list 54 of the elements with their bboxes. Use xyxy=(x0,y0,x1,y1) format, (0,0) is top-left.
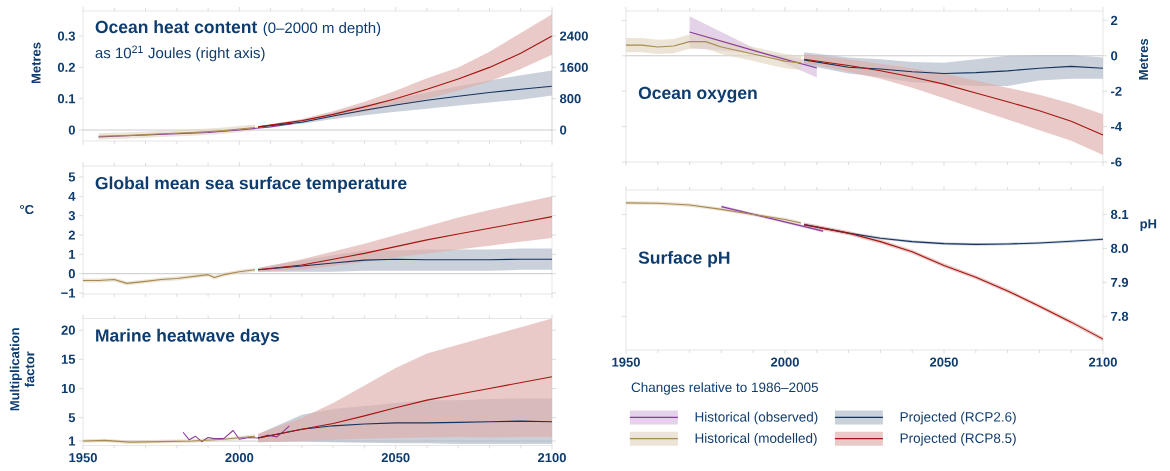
text: Global mean sea surface temperature xyxy=(95,176,407,193)
y2-tick-label: 7.9 xyxy=(1111,277,1129,287)
y-tick-label: 15 xyxy=(61,354,76,364)
y2-tick-label: 0 xyxy=(1111,51,1118,61)
x-tick-label: 2100 xyxy=(1088,357,1117,367)
y-tick-label: 5 xyxy=(68,172,76,182)
y-tick-label: 2 xyxy=(68,230,75,240)
legend-label: Historical (observed) xyxy=(695,411,818,425)
y2-axis-title: Metres xyxy=(1139,38,1149,80)
y2-axis-title: pH xyxy=(1140,219,1157,232)
y2-tick-label: 8.0 xyxy=(1110,243,1129,254)
x-tick-label: 2000 xyxy=(225,453,254,463)
x-tick-label: 1950 xyxy=(69,453,97,463)
x-tick-label: 2000 xyxy=(771,357,799,367)
y2-tick-label: -6 xyxy=(1111,157,1122,167)
y2-tick-label: 7.8 xyxy=(1111,311,1129,321)
x-tick-label: 1950 xyxy=(612,357,640,367)
y-tick-label: 10 xyxy=(61,383,75,394)
y-axis-title: °C xyxy=(20,204,34,215)
legend-label: Projected (RCP2.6) xyxy=(900,411,1016,425)
y2-tick-label: 8.1 xyxy=(1110,209,1129,220)
y-tick-label: 0 xyxy=(68,269,75,279)
annotation: as 10$^{21}$ Joules (right axis) xyxy=(95,45,265,62)
y2-tick-label: -2 xyxy=(1111,86,1122,96)
y2-tick-label: -4 xyxy=(1111,122,1123,132)
text: (0–2000 m depth) xyxy=(263,22,381,37)
y-axis-title: Metres xyxy=(31,42,41,84)
y-tick-label: 20 xyxy=(61,325,75,335)
legend-label: Historical (modelled) xyxy=(695,433,817,446)
y-tick-label: 0.2 xyxy=(57,62,75,72)
y2-tick-label: 2 xyxy=(1110,15,1118,25)
y-tick-label: −1 xyxy=(61,288,76,298)
y-tick-label: 0.3 xyxy=(57,31,76,41)
y2-tick-label: 0 xyxy=(560,125,567,135)
y2-tick-label: 2400 xyxy=(560,31,588,41)
text: Marine heatwave days xyxy=(96,328,279,346)
y2-tick-label: 1600 xyxy=(560,62,588,72)
x-tick-label: 2100 xyxy=(538,453,566,463)
y-tick-label: 4 xyxy=(68,191,76,201)
chart-title: Ocean heat content xyxy=(95,20,258,34)
text: Surface pH xyxy=(638,250,730,268)
legend-label: Projected (RCP8.5) xyxy=(900,433,1016,446)
y-tick-label: 5 xyxy=(68,413,76,423)
y-tick-label: 3 xyxy=(68,211,76,221)
y2-tick-label: 800 xyxy=(559,94,581,104)
x-tick-label: 2050 xyxy=(929,357,958,367)
y-tick-label: 1 xyxy=(69,436,76,446)
y-axis-title: Multiplication factor xyxy=(9,328,35,411)
text: Changes relative to 1986–2005 xyxy=(631,382,819,395)
text: Ocean oxygen xyxy=(638,86,757,103)
x-tick-label: 2050 xyxy=(381,453,410,463)
y-tick-label: 0.1 xyxy=(57,94,76,104)
y-tick-label: 1 xyxy=(69,249,76,259)
y-tick-label: 0 xyxy=(68,125,75,135)
